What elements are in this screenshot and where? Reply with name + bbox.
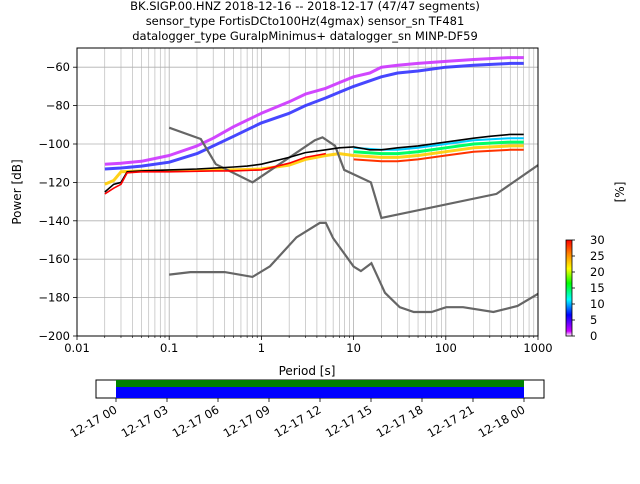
upper-band [104, 56, 524, 166]
colorbar-tick-label: 30 [590, 233, 605, 247]
chart-title-line-1: BK.SIGP.00.HNZ 2018-12-16 -- 2018-12-17 … [130, 0, 480, 13]
colorbar-tick-label: 15 [590, 281, 605, 295]
series-line-0 [104, 133, 524, 193]
y-axis-label: Power [dB] [10, 159, 24, 224]
timeline-tick-label: 12-18 00 [476, 402, 528, 440]
plot-background [77, 48, 538, 336]
y-axis-ticks: −200 −180 −160 −140 −120 −100 −80 −60 [38, 60, 77, 343]
colorbar-tick-label: 5 [590, 313, 597, 327]
colorbar: 0 5 10 15 20 25 30 [%] [565, 182, 627, 343]
colorbar-tick-label: 0 [590, 329, 597, 343]
colorbar-tick-label: 10 [590, 297, 605, 311]
timeline-ticks: 12-17 00 12-17 03 12-17 06 12-17 09 12-17 12… [68, 398, 528, 440]
x-tick-label: 10 [346, 341, 361, 355]
y-tick-label: −120 [38, 175, 70, 189]
x-axis-ticks: 0.01 0.1 1 10 100 1000 [64, 336, 553, 355]
middle-band [104, 61, 524, 171]
x-tick-label: 1 [258, 341, 265, 355]
timeline-tick-label: 12-17 00 [68, 402, 120, 440]
x-tick-label: 100 [435, 341, 457, 355]
lower-band-green [353, 140, 524, 156]
lower-band-red [353, 148, 524, 163]
colorbar-tick-label: 20 [590, 265, 605, 279]
y-tick-label: −180 [38, 291, 70, 305]
chart-title-line-2: sensor_type FortisDCto100Hz(4gmax) senso… [146, 14, 465, 28]
y-tick-label: −100 [38, 137, 70, 151]
NLNM [169, 221, 538, 314]
NHNM [168, 126, 538, 220]
x-axis-label: Period [s] [279, 364, 336, 378]
y-tick-label: −80 [46, 99, 70, 113]
probability-density-bands [104, 56, 524, 186]
y-tick-label: −60 [46, 60, 70, 74]
x-tick-label: 1000 [523, 341, 552, 355]
colorbar-gradient [565, 239, 573, 337]
timeline-tick-label: 12-17 18 [374, 402, 426, 440]
data-coverage-top [116, 380, 524, 387]
x-tick-label: 0.1 [160, 341, 178, 355]
timeline-tick-label: 12-17 21 [425, 402, 477, 440]
psd-plot-area: 0.01 0.1 1 10 100 1000 −200 −180 −160 −140 −120 −1… [10, 47, 553, 378]
series-line-1 [104, 152, 326, 195]
colorbar-label: [%] [613, 182, 627, 203]
y-tick-label: −200 [38, 329, 70, 343]
data-coverage-timeline: 12-17 00 12-17 03 12-17 06 12-17 09 12-17 12… [68, 379, 545, 440]
x-tick-label: 0.01 [64, 341, 90, 355]
y-tick-label: −140 [38, 214, 70, 228]
noise-model-lines [168, 126, 538, 314]
timeline-tick-label: 12-17 06 [170, 402, 222, 440]
plot-frame [76, 47, 539, 337]
timeline-tick-label: 12-17 03 [119, 402, 171, 440]
colorbar-ticks: 0 5 10 15 20 25 30 [572, 233, 605, 343]
y-tick-label: −160 [38, 252, 70, 266]
chart-title-line-3: datalogger_type GuralpMinimus+ datalogge… [132, 29, 478, 43]
timeline-tick-label: 12-17 09 [221, 402, 273, 440]
data-coverage-bottom [116, 387, 524, 398]
colorbar-tick-label: 25 [590, 249, 605, 263]
statistic-lines [104, 133, 524, 195]
timeline-tick-label: 12-17 12 [272, 402, 324, 440]
timeline-tick-label: 12-17 15 [323, 402, 375, 440]
